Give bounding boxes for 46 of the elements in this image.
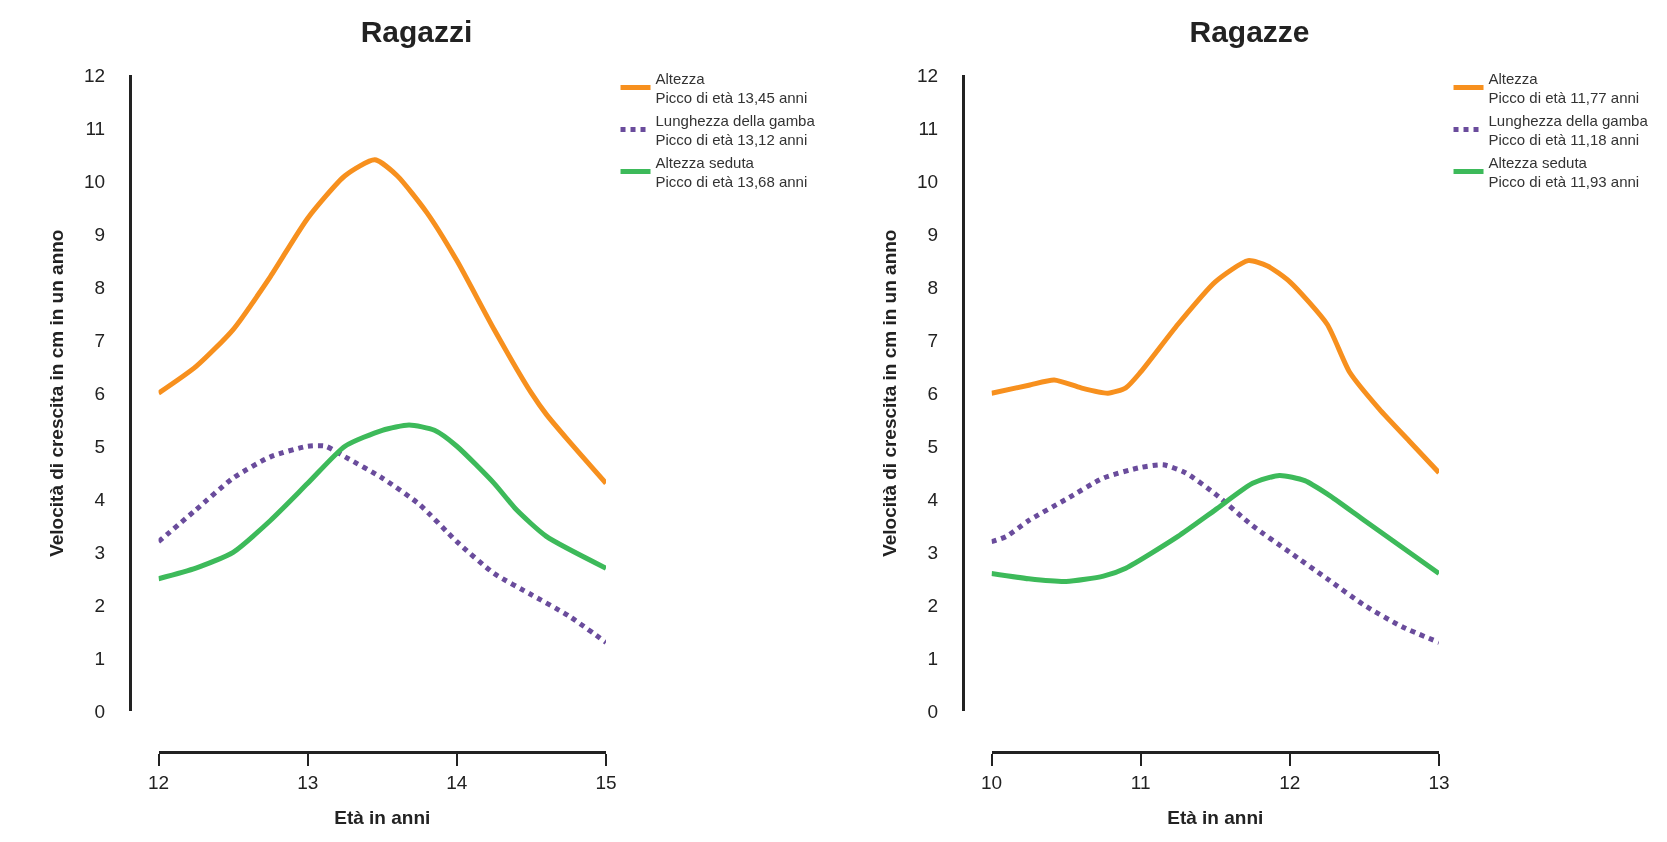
y-tick-label: 0: [927, 701, 939, 723]
y-tick-label: 12: [84, 64, 106, 86]
y-tick-label: 12: [917, 64, 939, 86]
chart-title: Ragazze: [1189, 15, 1310, 49]
x-tick-label: 15: [595, 771, 617, 793]
y-tick-label: 10: [84, 170, 106, 192]
x-axis-title: Età in anni: [1167, 806, 1264, 828]
x-tick-label: 14: [446, 771, 468, 793]
y-tick-label: 10: [917, 170, 939, 192]
x-axis-title: Età in anni: [334, 806, 431, 828]
legend-label: Lunghezza della gamba Picco di età 13,12 anni: [655, 111, 816, 149]
y-axis-title: Velocità di crescita in cm in un anno: [878, 229, 900, 557]
y-tick-label: 4: [927, 488, 939, 510]
y-tick-label: 8: [94, 276, 106, 298]
y-tick-label: 7: [94, 329, 106, 351]
y-tick-label: 4: [94, 488, 106, 510]
y-tick-label: 1: [94, 648, 106, 669]
y-axis-title: Velocità di crescita in cm in un anno: [45, 229, 67, 557]
y-tick-label: 0: [94, 701, 106, 723]
y-tick-label: 11: [85, 117, 106, 139]
x-tick-label: 12: [147, 771, 170, 793]
y-tick-label: 6: [94, 382, 106, 404]
legend-label: Lunghezza della gamba Picco di età 11,18 anni: [1488, 111, 1649, 149]
y-tick-label: 3: [927, 541, 939, 563]
y-tick-label: 1: [927, 648, 939, 669]
y-tick-label: 9: [94, 223, 106, 245]
legend-label: Altezza Picco di età 13,45 anni: [655, 69, 808, 107]
y-tick-label: 5: [94, 435, 106, 457]
y-tick-label: 11: [918, 117, 939, 139]
legend-label: Altezza seduta Picco di età 13,68 anni: [655, 153, 808, 191]
y-tick-label: 7: [927, 329, 939, 351]
x-tick-label: 11: [1130, 771, 1151, 793]
y-tick-label: 5: [927, 435, 939, 457]
x-tick-label: 13: [1428, 771, 1450, 793]
x-tick-label: 13: [297, 771, 319, 793]
y-tick-label: 2: [94, 594, 106, 616]
x-tick-label: 12: [1279, 771, 1301, 793]
legend-label: Altezza seduta Picco di età 11,93 anni: [1488, 153, 1640, 191]
y-tick-label: 3: [94, 541, 106, 563]
chart-title: Ragazzi: [360, 15, 473, 49]
y-tick-label: 2: [927, 594, 939, 616]
legend-label: Altezza Picco di età 11,77 anni: [1488, 69, 1640, 107]
y-tick-label: 6: [927, 382, 939, 404]
y-tick-label: 8: [927, 276, 939, 298]
y-tick-label: 9: [927, 223, 939, 245]
x-tick-label: 10: [980, 771, 1003, 793]
